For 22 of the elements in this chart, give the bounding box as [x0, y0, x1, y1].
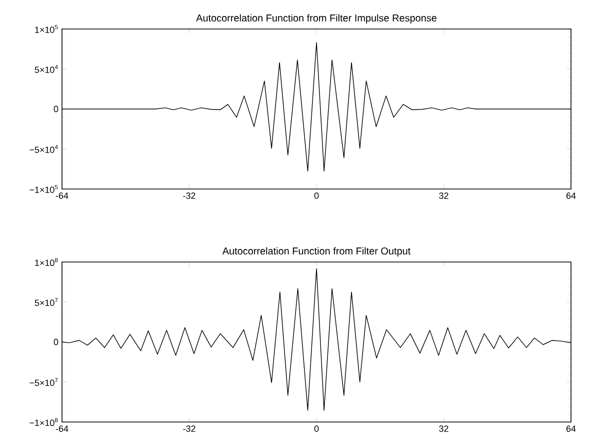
y-tick-label: 0 — [54, 338, 58, 346]
x-tick-label: 32 — [439, 192, 448, 199]
x-tick-label: 32 — [439, 426, 448, 432]
y-tick-label: 1×10$^{8}$ — [35, 258, 58, 266]
y-tick-label: 1×10$^{5}$ — [35, 24, 58, 33]
x-tick-label: -32 — [183, 192, 196, 199]
y-tick-label: −1×10$^{5}$ — [30, 184, 58, 193]
x-tick-label: 64 — [566, 426, 576, 432]
y-tick-label: 5×10$^{4}$ — [34, 64, 58, 73]
y-tick-label: −1×10$^{8}$ — [30, 418, 58, 426]
x-tick-label: -32 — [183, 426, 196, 432]
y-tick-label: −5×10$^{7}$ — [30, 378, 58, 386]
y-tick-label: 5×10$^{7}$ — [34, 298, 58, 306]
x-tick-label: 0 — [314, 192, 319, 199]
y-tick-label: 0 — [54, 106, 58, 112]
x-tick-label: 0 — [314, 426, 319, 432]
x-tick-label: 64 — [566, 192, 576, 199]
x-tick-label: -64 — [56, 426, 68, 432]
chart-title: Autocorrelation Function from Filter Output — [222, 247, 411, 256]
chart-title: Autocorrelation Function from Filter Impulse Response — [196, 14, 436, 24]
x-tick-label: -64 — [56, 192, 68, 199]
y-tick-label: −5×10$^{4}$ — [30, 144, 58, 153]
